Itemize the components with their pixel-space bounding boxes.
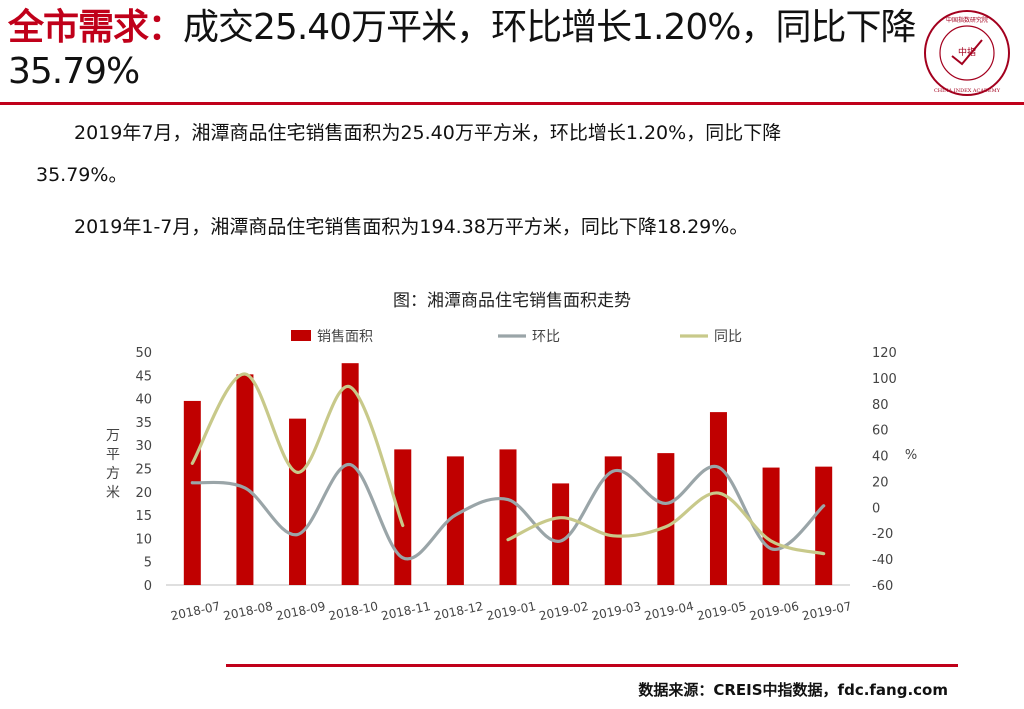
x-axis-tick: 2019-02 (538, 599, 590, 623)
left-axis-tick: 30 (135, 439, 152, 454)
x-axis-tick: 2019-01 (485, 599, 537, 623)
x-axis-tick: 2018-09 (275, 599, 327, 623)
right-axis-tick: 80 (872, 398, 889, 413)
bar-sales-area (762, 467, 780, 585)
right-axis-tick: 100 (872, 372, 897, 387)
legend-label-yoy: 同比 (714, 329, 742, 345)
x-axis-tick: 2018-11 (380, 599, 432, 623)
x-axis-tick: 2019-05 (696, 599, 748, 623)
left-axis-tick: 5 (144, 556, 152, 571)
x-axis-tick: 2019-04 (643, 599, 695, 623)
left-axis-label: 万 (106, 428, 120, 444)
paragraph-ytd: 2019年1-7月，湘潭商品住宅销售面积为194.38万平方米，同比下降18.2… (74, 216, 749, 238)
right-axis-tick: -20 (872, 527, 893, 542)
left-axis-tick: 25 (135, 463, 152, 478)
x-axis-tick: 2019-06 (748, 599, 800, 623)
bar-sales-area (236, 374, 254, 585)
right-axis-tick: 20 (872, 475, 889, 490)
right-axis-tick: 120 (872, 346, 897, 361)
x-axis-tick: 2018-12 (433, 599, 485, 623)
left-axis-tick: 20 (135, 486, 152, 501)
bar-sales-area (499, 449, 517, 585)
bar-sales-area (604, 456, 622, 585)
right-axis-tick: 60 (872, 424, 889, 439)
bar-sales-area (289, 418, 307, 585)
left-axis-tick: 50 (135, 346, 152, 361)
legend-swatch-sales-area (291, 330, 311, 341)
left-axis-tick: 0 (144, 579, 152, 594)
line-series-yoy (506, 491, 826, 556)
svg-text:中国指数研究院: 中国指数研究院 (946, 16, 988, 24)
bar-sales-area (183, 400, 201, 585)
svg-text:中指: 中指 (958, 46, 976, 58)
x-axis-tick: 2019-03 (590, 599, 642, 623)
bar-sales-area (552, 483, 570, 585)
line-series-yoy (190, 372, 405, 528)
chart-title: 图：湘潭商品住宅销售面积走势 (393, 291, 631, 311)
left-axis-tick: 45 (135, 369, 152, 384)
x-axis-tick: 2018-08 (222, 599, 274, 623)
line-series-mom (190, 463, 826, 561)
left-axis-tick: 10 (135, 532, 152, 547)
left-axis-tick: 35 (135, 416, 152, 431)
legend-label-mom: 环比 (532, 329, 560, 345)
x-axis-tick: 2018-10 (327, 599, 379, 623)
left-axis-label: 方 (106, 466, 120, 482)
bar-sales-area (815, 466, 833, 585)
left-axis-tick: 40 (135, 393, 152, 408)
x-axis-tick: 2019-07 (801, 599, 853, 623)
right-axis-label: % (905, 448, 917, 463)
china-index-academy-logo: 中指 中国指数研究院 CHINA INDEX ACADEMY (924, 10, 1010, 96)
right-axis-tick: -60 (872, 579, 893, 594)
title-divider (0, 102, 1024, 105)
right-axis-tick: 40 (872, 450, 889, 465)
svg-text:CHINA INDEX ACADEMY: CHINA INDEX ACADEMY (934, 88, 1001, 94)
bar-sales-area (709, 412, 727, 585)
bar-sales-area (341, 363, 359, 585)
x-axis-tick: 2018-07 (169, 599, 221, 623)
left-axis-label: 平 (106, 447, 120, 463)
page-title-accent: 全市需求： (8, 7, 184, 48)
left-axis-label: 米 (106, 485, 120, 501)
paragraph-monthly-cont: 35.79%。 (36, 164, 128, 186)
left-axis-tick: 15 (135, 509, 152, 524)
right-axis-tick: -40 (872, 553, 893, 568)
page-title-rest: 成交25.40万平米，环比增长1.20%，同比下降35.79% (8, 7, 916, 92)
right-axis-tick: 0 (872, 501, 880, 516)
page-title: 全市需求：成交25.40万平米，环比增长1.20%，同比下降35.79% (8, 6, 918, 94)
bar-sales-area (446, 456, 464, 585)
paragraph-monthly: 2019年7月，湘潭商品住宅销售面积为25.40万平方米，环比增长1.20%，同… (74, 122, 782, 144)
bar-sales-area (657, 453, 675, 585)
bar-sales-area (394, 449, 412, 585)
footer-divider (226, 664, 958, 667)
data-source: 数据来源：CREIS中指数据，fdc.fang.com (638, 681, 948, 699)
legend-label-sales-area: 销售面积 (317, 329, 373, 345)
